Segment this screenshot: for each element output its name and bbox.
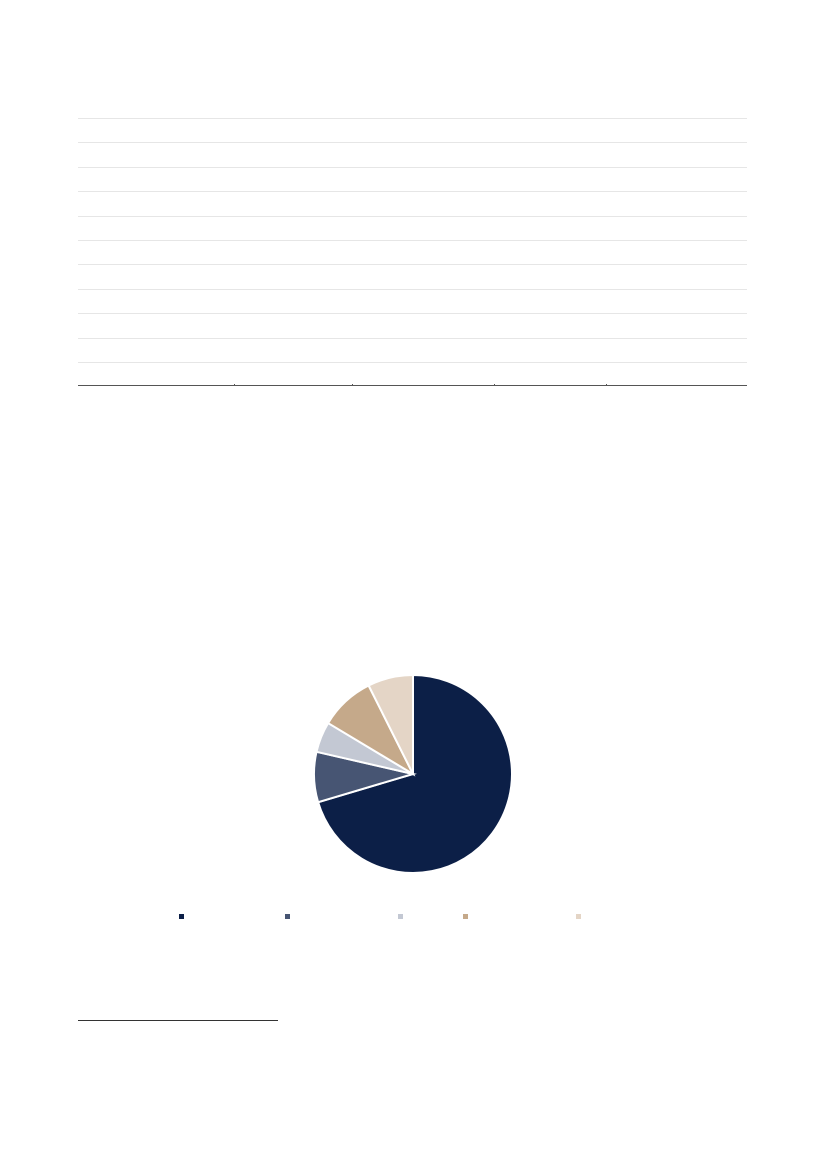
legend-item <box>285 914 296 919</box>
footnote-separator <box>78 1020 278 1021</box>
legend-swatch <box>398 914 403 919</box>
table-row-divider <box>78 166 747 168</box>
table-row-divider <box>78 313 747 315</box>
pie-chart <box>313 673 513 874</box>
table-bottom-border <box>78 385 747 386</box>
table-row-divider <box>78 362 747 363</box>
table-row-divider <box>78 142 747 144</box>
legend-swatch <box>285 914 290 919</box>
legend-item <box>463 914 474 919</box>
column-tick <box>606 384 607 386</box>
column-tick <box>234 384 235 386</box>
table-row-divider <box>78 191 747 193</box>
legend-swatch <box>179 914 184 919</box>
legend-item <box>179 914 190 919</box>
table-row-divider <box>78 264 747 266</box>
pie-slice-5 <box>367 673 414 775</box>
table-row-divider <box>78 118 747 119</box>
column-tick <box>352 384 353 386</box>
table-row-divider <box>78 240 747 241</box>
table-row-divider <box>78 337 747 339</box>
table-row-divider <box>78 215 747 217</box>
legend-item <box>576 914 587 919</box>
table-row-divider <box>78 288 747 290</box>
legend-swatch <box>576 914 581 919</box>
legend-swatch <box>463 914 468 919</box>
legend-item <box>398 914 409 919</box>
column-tick <box>494 384 495 386</box>
